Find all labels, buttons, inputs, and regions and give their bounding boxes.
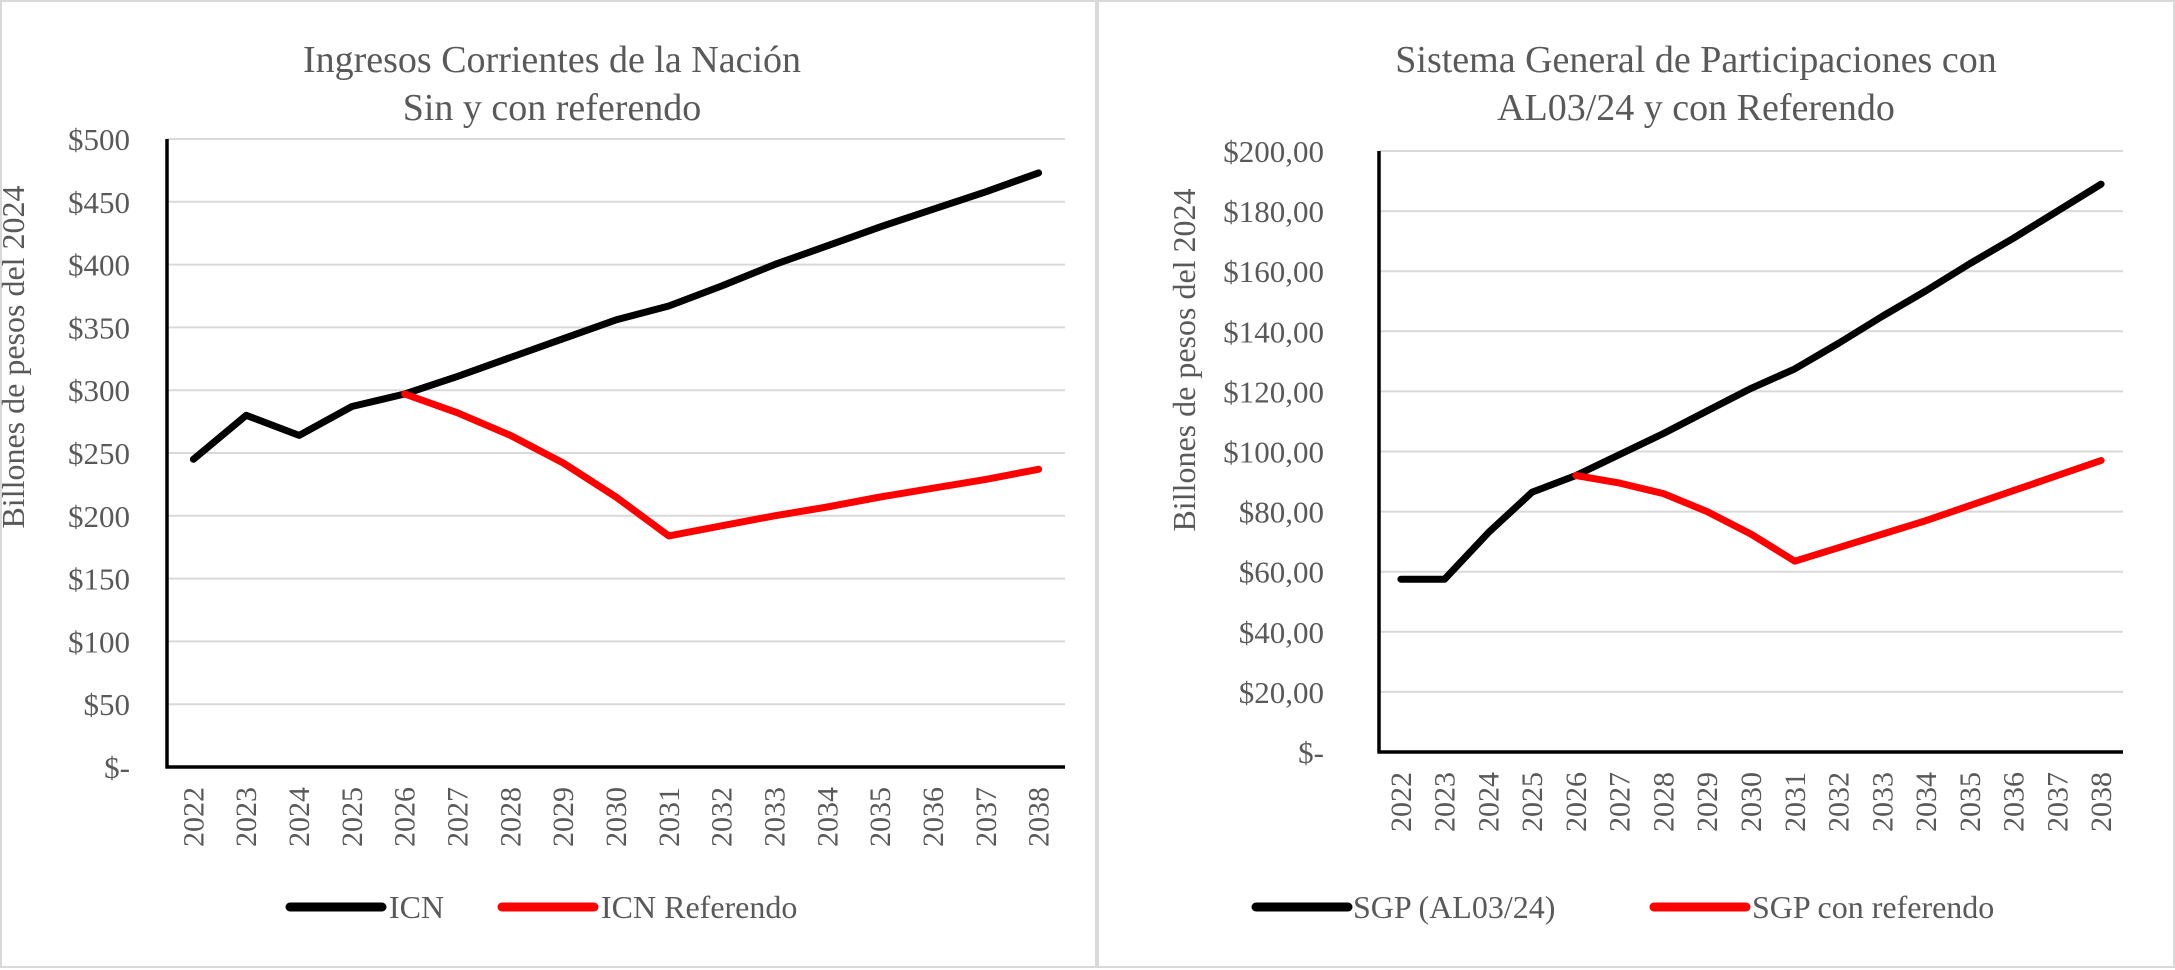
x-tick-label: 2036 [917, 787, 950, 847]
y-axis-label: Billones de pesos del 2024 [0, 185, 31, 528]
y-tick-label: $350 [68, 310, 130, 345]
x-tick-label: 2026 [389, 787, 422, 847]
x-tick-labels: 2022 2023 2024 2025 2026 2027 2028 2029 2030 2031… [177, 787, 1055, 847]
x-tick-label: 2022 [1385, 772, 1418, 832]
x-tick-label: 2022 [177, 787, 210, 847]
y-tick-label: $120,00 [1223, 374, 1324, 409]
legend: SGP (AL03/24) SGP con referendo [1251, 889, 1994, 925]
y-tick-labels: $- $50 $100 $150 $200 $250 $300 $350 $400 $450 $50… [68, 122, 130, 785]
chart-panel-icn: Ingresos Corrientes de la Nación Sin y c… [0, 0, 1097, 968]
x-tick-label: 2033 [1866, 772, 1899, 832]
chart-title-line2: Sin y con referendo [403, 87, 702, 129]
y-tick-label: $50 [84, 687, 131, 722]
x-tick-label: 2031 [1779, 772, 1812, 832]
x-tick-label: 2024 [283, 787, 316, 847]
gridlines [167, 138, 1065, 706]
x-tick-label: 2026 [1560, 772, 1593, 832]
x-tick-label: 2028 [1647, 772, 1680, 832]
chart-title-line2: AL03/24 y con Referendo [1497, 87, 1895, 129]
x-tick-label: 2032 [706, 787, 739, 847]
x-tick-label: 2023 [1429, 772, 1462, 832]
x-tick-label: 2031 [653, 787, 686, 847]
y-tick-label: $180,00 [1223, 194, 1324, 229]
chart-icn: Ingresos Corrientes de la Nación Sin y c… [0, 39, 1065, 925]
chart-title-line1: Sistema General de Participaciones con [1395, 39, 1996, 81]
y-tick-label: $200 [68, 499, 130, 534]
chart-panel-sgp: Sistema General de Participaciones con A… [1097, 0, 2175, 968]
x-tick-labels: 2022 2023 2024 2025 2026 2027 2028 2029 2030 2031… [1385, 772, 2118, 832]
series-line-sgp-al03-24 [1397, 180, 2105, 583]
x-tick-label: 2034 [1910, 772, 1943, 832]
x-tick-label: 2027 [442, 787, 475, 847]
x-tick-label: 2029 [1691, 772, 1724, 832]
x-tick-label: 2028 [494, 787, 527, 847]
chart-title-line1: Ingresos Corrientes de la Nación [303, 39, 801, 81]
series-lines [1397, 180, 2105, 583]
x-tick-label: 2029 [547, 787, 580, 847]
series-lines [189, 169, 1043, 540]
y-tick-label: $150 [68, 562, 130, 597]
y-tick-label: $100 [68, 624, 130, 659]
series-line-icn [189, 169, 1043, 463]
y-tick-label: $160,00 [1223, 254, 1324, 289]
x-tick-label: 2034 [811, 787, 844, 847]
x-tick-label: 2036 [1998, 772, 2031, 832]
y-tick-label: $- [1298, 735, 1324, 770]
series-line-icn-referendo [401, 390, 1043, 540]
x-tick-label: 2024 [1472, 772, 1505, 832]
axes [1377, 151, 2123, 754]
y-tick-label: $200,00 [1223, 134, 1324, 169]
y-tick-label: $500 [68, 122, 130, 157]
y-tick-label: $- [104, 750, 130, 785]
y-tick-label: $60,00 [1239, 555, 1324, 590]
y-tick-label: $80,00 [1239, 495, 1324, 530]
x-tick-label: 2038 [1023, 787, 1056, 847]
x-tick-label: 2027 [1604, 772, 1637, 832]
y-tick-label: $20,00 [1239, 675, 1324, 710]
x-tick-label: 2033 [758, 787, 791, 847]
x-tick-label: 2035 [1954, 772, 1987, 832]
legend-label-icn: ICN [389, 889, 444, 925]
y-tick-label: $300 [68, 373, 130, 408]
y-tick-label: $100,00 [1223, 435, 1324, 470]
y-axis-label: Billones de pesos del 2024 [1166, 188, 1202, 531]
axes [165, 139, 1065, 769]
x-tick-label: 2025 [1516, 772, 1549, 832]
x-tick-label: 2030 [1735, 772, 1768, 832]
gridlines [1379, 150, 2123, 693]
y-tick-label: $40,00 [1239, 615, 1324, 650]
x-tick-label: 2023 [230, 787, 263, 847]
x-tick-label: 2037 [970, 787, 1003, 847]
series-line-sgp-con-referendo [1572, 457, 2105, 565]
x-tick-label: 2025 [336, 787, 369, 847]
y-tick-label: $250 [68, 436, 130, 471]
x-tick-label: 2032 [1823, 772, 1856, 832]
y-tick-labels: $- $20,00 $40,00 $60,00 $80,00 $100,00 $120,00… [1223, 134, 1324, 770]
x-tick-label: 2035 [864, 787, 897, 847]
chart-sgp: Sistema General de Participaciones con A… [1166, 39, 2123, 925]
x-tick-label: 2030 [600, 787, 633, 847]
x-tick-label: 2038 [2085, 772, 2118, 832]
y-tick-label: $400 [68, 248, 130, 283]
x-tick-label: 2037 [2041, 772, 2074, 832]
y-tick-label: $450 [68, 185, 130, 220]
legend-label-icn-referendo: ICN Referendo [601, 889, 797, 925]
legend-label-sgp-referendo: SGP con referendo [1752, 889, 1994, 925]
legend: ICN ICN Referendo [285, 889, 797, 925]
y-tick-label: $140,00 [1223, 314, 1324, 349]
legend-label-sgp: SGP (AL03/24) [1353, 889, 1555, 925]
